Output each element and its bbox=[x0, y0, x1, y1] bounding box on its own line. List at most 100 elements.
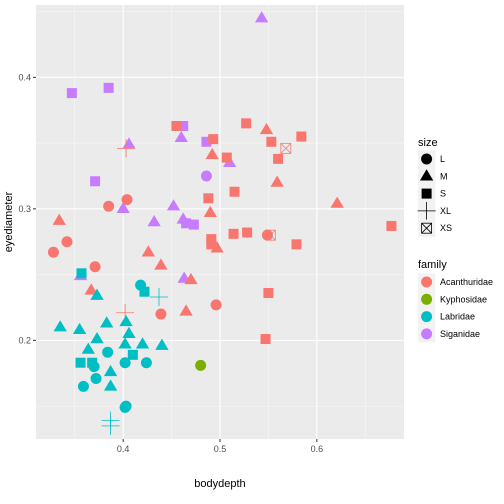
data-point bbox=[81, 342, 95, 354]
data-point bbox=[200, 170, 212, 182]
x-axis-ticks: 0.4 0.5 0.6 bbox=[117, 439, 323, 454]
data-point bbox=[101, 416, 120, 435]
data-point bbox=[116, 201, 130, 214]
data-point bbox=[103, 364, 118, 377]
data-point bbox=[102, 346, 114, 358]
size-legend-label: M bbox=[440, 171, 448, 181]
data-point bbox=[242, 227, 253, 238]
data-point bbox=[178, 120, 189, 131]
data-point bbox=[264, 229, 276, 241]
data-point bbox=[127, 349, 138, 360]
x-tick-label: 0.5 bbox=[214, 444, 227, 454]
data-point bbox=[90, 373, 102, 385]
data-point bbox=[296, 131, 307, 142]
data-point bbox=[221, 152, 232, 163]
y-tick-label: 0.2 bbox=[18, 335, 31, 345]
family-legend: family Acanthuridae Kyphosidae Labridae Sig… bbox=[418, 259, 493, 343]
data-point bbox=[139, 286, 150, 297]
data-point bbox=[149, 287, 168, 306]
data-point bbox=[270, 175, 284, 187]
data-point bbox=[259, 122, 274, 135]
data-point bbox=[72, 322, 87, 335]
data-point bbox=[119, 401, 131, 413]
data-point bbox=[184, 272, 198, 285]
x-tick-label: 0.4 bbox=[117, 444, 130, 454]
family-legend-label: Acanthuridae bbox=[440, 277, 493, 287]
size-legend: size LMS XL XS bbox=[417, 137, 452, 237]
data-point bbox=[103, 379, 118, 391]
data-point bbox=[228, 228, 239, 239]
data-point bbox=[77, 380, 89, 392]
data-point bbox=[263, 288, 274, 299]
data-point bbox=[75, 357, 86, 368]
data-point bbox=[147, 215, 161, 227]
legend-color-key bbox=[421, 276, 433, 288]
y-tick-label: 0.3 bbox=[18, 204, 31, 214]
data-point bbox=[260, 334, 271, 345]
data-point bbox=[84, 283, 98, 295]
data-point bbox=[103, 200, 115, 212]
data-point bbox=[121, 194, 133, 206]
data-point bbox=[386, 220, 397, 231]
family-legend-label: Kyphosidae bbox=[440, 294, 487, 304]
data-point bbox=[103, 82, 114, 93]
data-point bbox=[47, 246, 59, 258]
data-point bbox=[203, 205, 217, 217]
data-point bbox=[154, 258, 168, 270]
y-axis-title: eyediameter bbox=[3, 191, 15, 252]
data-point bbox=[76, 268, 87, 279]
data-point bbox=[100, 316, 114, 328]
data-point bbox=[241, 118, 252, 129]
legend-key-square bbox=[421, 188, 432, 199]
y-tick-label: 0.4 bbox=[18, 72, 31, 82]
family-legend-label: Labridae bbox=[440, 312, 475, 322]
data-point bbox=[90, 176, 101, 187]
data-point bbox=[229, 186, 240, 197]
data-point bbox=[140, 357, 152, 369]
x-axis-title: bodydepth bbox=[194, 478, 245, 490]
data-point bbox=[52, 213, 66, 225]
data-point bbox=[266, 136, 277, 147]
data-point bbox=[181, 218, 192, 229]
data-point bbox=[88, 361, 100, 373]
data-point bbox=[210, 299, 222, 311]
data-point bbox=[122, 137, 136, 149]
data-point bbox=[330, 196, 344, 208]
data-point bbox=[261, 229, 273, 241]
data-point bbox=[208, 134, 219, 145]
legend-key-circle bbox=[421, 153, 433, 165]
data-point bbox=[291, 239, 302, 250]
data-point bbox=[53, 320, 67, 332]
size-legend-label: L bbox=[440, 154, 445, 164]
data-point bbox=[90, 332, 104, 344]
family-legend-label: Siganidae bbox=[440, 329, 480, 339]
data-point bbox=[206, 239, 217, 250]
data-point bbox=[89, 261, 101, 273]
data-point bbox=[122, 326, 136, 338]
size-legend-label: S bbox=[440, 189, 446, 199]
legend-key-triangle bbox=[419, 169, 434, 181]
legend-color-key bbox=[421, 311, 433, 323]
size-legend-title: size bbox=[418, 137, 438, 149]
data-point bbox=[210, 241, 224, 253]
data-point bbox=[155, 338, 169, 350]
data-points bbox=[47, 11, 397, 435]
data-point bbox=[141, 245, 155, 257]
legend-key-square-x bbox=[421, 222, 433, 234]
data-point bbox=[254, 11, 269, 23]
data-point bbox=[179, 304, 193, 316]
data-point bbox=[135, 337, 150, 349]
data-point bbox=[119, 314, 133, 327]
size-legend-label: XS bbox=[440, 223, 452, 233]
data-point bbox=[118, 337, 132, 349]
data-point bbox=[203, 193, 214, 204]
legend-key-plus bbox=[417, 201, 436, 220]
data-point bbox=[174, 130, 188, 143]
data-point bbox=[195, 359, 207, 371]
family-legend-title: family bbox=[418, 259, 447, 271]
data-point bbox=[119, 357, 131, 369]
legend-color-key bbox=[421, 328, 433, 340]
data-point bbox=[188, 219, 199, 230]
data-point bbox=[61, 236, 73, 248]
